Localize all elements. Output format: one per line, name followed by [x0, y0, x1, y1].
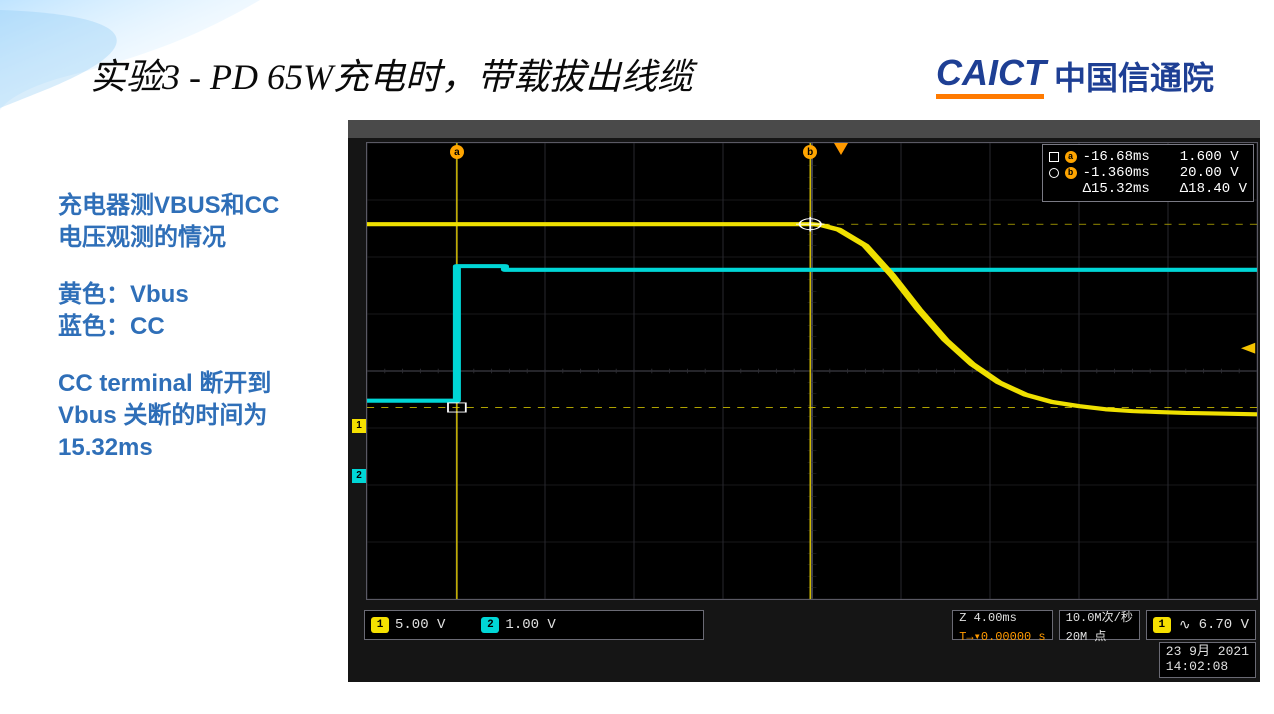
- cursor-b-time: -1.360ms: [1083, 165, 1150, 181]
- ch2-badge: 2: [481, 617, 499, 633]
- time: 14:02:08: [1166, 660, 1249, 675]
- note-line: 蓝色：CC: [58, 313, 165, 340]
- delta-time: Δ15.32ms: [1083, 181, 1150, 197]
- scope-top-bar: [348, 120, 1260, 138]
- logo-underline: [936, 94, 1044, 99]
- note-line: 黄色：Vbus: [58, 281, 189, 308]
- cursor-readout: a-16.68ms1.600 V b-1.360ms20.00 V Δ15.32…: [1042, 144, 1254, 202]
- trigger-edge-icon: ∿: [1179, 617, 1191, 634]
- logo-cn: 中国信通院: [1054, 53, 1214, 99]
- sidebar-notes: 充电器测VBUS和CC 电压观测的情况 黄色：Vbus 蓝色：CC CC ter…: [58, 190, 318, 489]
- scope-timestamp: 23 9月 2021 14:02:08: [1159, 642, 1256, 678]
- channel-1-marker: 1: [352, 419, 366, 433]
- scope-plot: 1 2 a b: [366, 142, 1258, 600]
- note-line: 充电器测VBUS和CC: [58, 192, 279, 219]
- trigger-offset: T→▾0.00000 s: [959, 631, 1045, 644]
- ch1-badge: 1: [371, 617, 389, 633]
- trigger-channel-badge: 1: [1153, 617, 1171, 633]
- cursor-a-time: -16.68ms: [1083, 149, 1150, 165]
- trigger-position-marker: [834, 143, 848, 155]
- logo-latin: CAICT: [936, 52, 1046, 94]
- cursor-b-volt: 20.00 V: [1180, 165, 1239, 181]
- scope-bottom-bar: 1 5.00 V 2 1.00 V Z 4.00ms T→▾0.00000 s …: [364, 610, 1256, 640]
- slide-title: 实验3 - PD 65W充电时，带载拔出线缆: [90, 48, 693, 100]
- cursor-a-marker: a: [450, 145, 464, 159]
- channel-2-marker: 2: [352, 469, 366, 483]
- date: 23 9月 2021: [1166, 645, 1249, 660]
- note-line: CC terminal 断开到: [58, 370, 271, 397]
- sample-rate: 10.0M次/秒: [1066, 612, 1133, 625]
- note-line: 电压观测的情况: [58, 224, 226, 251]
- trigger-level: 6.70 V: [1199, 617, 1249, 633]
- note-line: Vbus 关断的时间为: [58, 402, 267, 429]
- note-line: 15.32ms: [58, 434, 153, 461]
- oscilloscope-screenshot: 1 2 a b a-16.68ms1.600 V b-1.360ms20.00 …: [348, 120, 1260, 682]
- delta-volt: Δ18.40 V: [1180, 181, 1247, 197]
- timebase: Z 4.00ms: [959, 612, 1017, 625]
- cursor-a-volt: 1.600 V: [1180, 149, 1239, 165]
- ch1-scale: 5.00 V: [395, 617, 445, 633]
- record-length: 20M 点: [1066, 631, 1107, 644]
- logo: CAICT 中国信通院: [936, 52, 1214, 99]
- ch2-scale: 1.00 V: [505, 617, 555, 633]
